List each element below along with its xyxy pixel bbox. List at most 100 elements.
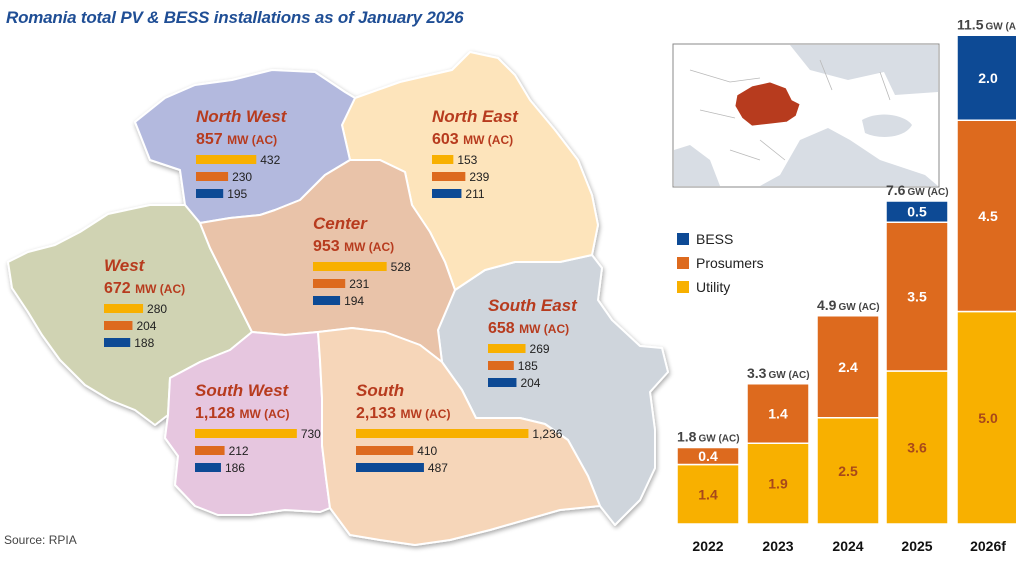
legend-swatch-bess bbox=[677, 233, 689, 245]
europe-locator-inset bbox=[672, 43, 940, 188]
bar-label-prosumers-2022: 0.4 bbox=[698, 448, 718, 464]
bar-segment-prosumers-2022 bbox=[676, 446, 740, 466]
region-total-west: 672 MW (AC) bbox=[104, 280, 185, 297]
region-total-south-west: 1,128 MW (AC) bbox=[195, 405, 289, 422]
region-total-south-east: 658 MW (AC) bbox=[488, 320, 569, 337]
bar-label-utility-2025: 3.6 bbox=[907, 440, 927, 456]
legend-swatch-utility bbox=[677, 281, 689, 293]
bar-label-prosumers-2025: 3.5 bbox=[907, 289, 927, 305]
region-label-south-east: South East 658 MW (AC) 269 185 204 bbox=[488, 296, 578, 390]
bar-label-bess-2026f: 2.0 bbox=[978, 70, 998, 86]
region-name-west: West bbox=[104, 256, 146, 275]
region-bar-south-1 bbox=[356, 446, 414, 455]
romania-locator-shape bbox=[734, 81, 801, 127]
region-bar-west-2 bbox=[104, 338, 131, 347]
source-note: Source: RPIA bbox=[4, 533, 77, 547]
region-name-south-west: South West bbox=[195, 381, 290, 400]
region-bar-south-west-2 bbox=[195, 463, 221, 472]
bar-label-utility-2023: 1.9 bbox=[768, 476, 788, 492]
bar-segment-bess-2026f bbox=[956, 34, 1016, 121]
region-bar-south-west-1 bbox=[195, 446, 225, 455]
bar-segment-bess-2025 bbox=[885, 200, 949, 223]
region-bar-value-south-east-0: 269 bbox=[530, 342, 550, 356]
bar-total-2026f: 11.5GW (AC) bbox=[957, 16, 1016, 32]
region-bar-value-south-west-1: 212 bbox=[229, 444, 249, 458]
bar-label-prosumers-2023: 1.4 bbox=[768, 406, 788, 422]
bar-segment-prosumers-2024 bbox=[816, 315, 880, 419]
bar-total-2024: 4.9 GW (AC) bbox=[817, 297, 880, 313]
region-bar-north-east-0 bbox=[432, 155, 454, 164]
region-total-north-east: 603 MW (AC) bbox=[432, 131, 513, 148]
region-name-north-west: North West bbox=[196, 107, 288, 126]
region-bar-center-0 bbox=[313, 262, 387, 271]
bar-label-prosumers-2024: 2.4 bbox=[838, 359, 858, 375]
region-label-south: South 2,133 MW (AC) 1,236 410 487 bbox=[356, 381, 563, 475]
region-bar-north-west-2 bbox=[196, 189, 224, 198]
region-bar-north-east-1 bbox=[432, 172, 466, 181]
region-bar-north-west-0 bbox=[196, 155, 257, 164]
bar-total-2022: 1.8 GW (AC) bbox=[677, 429, 740, 445]
region-bar-south-east-0 bbox=[488, 344, 526, 353]
region-bar-south-0 bbox=[356, 429, 529, 438]
region-bar-value-north-east-0: 153 bbox=[457, 153, 477, 167]
region-bar-value-north-west-2: 195 bbox=[227, 187, 247, 201]
x-tick-2023: 2023 bbox=[762, 538, 793, 554]
region-bar-value-west-0: 280 bbox=[147, 302, 167, 316]
region-bar-west-1 bbox=[104, 321, 133, 330]
region-bar-south-2 bbox=[356, 463, 424, 472]
region-total-south: 2,133 MW (AC) bbox=[356, 405, 450, 422]
chart-legend: BESS Prosumers Utility bbox=[677, 231, 764, 295]
bar-segment-prosumers-2023 bbox=[746, 383, 810, 444]
x-tick-2024: 2024 bbox=[832, 538, 863, 554]
legend-label-utility: Utility bbox=[696, 279, 730, 295]
region-bar-value-south-east-1: 185 bbox=[518, 359, 538, 373]
bar-total-2023: 3.3 GW (AC) bbox=[747, 365, 810, 381]
region-bar-center-1 bbox=[313, 279, 346, 288]
region-bar-value-south-west-0: 730 bbox=[301, 427, 321, 441]
bar-segment-utility-2023 bbox=[746, 442, 810, 525]
region-bar-value-west-1: 204 bbox=[136, 319, 156, 333]
region-bar-value-south-east-2: 204 bbox=[520, 376, 540, 390]
bar-label-prosumers-2026f: 4.5 bbox=[978, 208, 998, 224]
x-tick-2026f: 2026f bbox=[970, 538, 1006, 554]
bar-segment-prosumers-2025 bbox=[885, 221, 949, 372]
bar-segment-prosumers-2026f bbox=[956, 119, 1016, 313]
region-label-south-west: South West 1,128 MW (AC) 730 212 186 bbox=[195, 381, 321, 475]
region-bar-north-east-2 bbox=[432, 189, 462, 198]
region-bar-value-north-east-1: 239 bbox=[469, 170, 489, 184]
region-bar-value-north-east-2: 211 bbox=[465, 187, 484, 201]
region-bar-value-south-1: 410 bbox=[417, 444, 437, 458]
region-label-west: West 672 MW (AC) 280 204 188 bbox=[104, 256, 185, 350]
region-bar-west-0 bbox=[104, 304, 144, 313]
legend-label-bess: BESS bbox=[696, 231, 733, 247]
region-name-south: South bbox=[356, 381, 404, 400]
region-bar-south-east-2 bbox=[488, 378, 517, 387]
x-tick-2022: 2022 bbox=[692, 538, 723, 554]
region-name-south-east: South East bbox=[488, 296, 578, 315]
region-bar-value-center-0: 528 bbox=[391, 260, 411, 274]
bar-label-utility-2022: 1.4 bbox=[698, 486, 718, 502]
region-bar-south-west-0 bbox=[195, 429, 297, 438]
region-bar-center-2 bbox=[313, 296, 341, 305]
region-bar-value-south-west-2: 186 bbox=[225, 461, 245, 475]
region-bar-value-south-2: 487 bbox=[428, 461, 448, 475]
region-label-north-east: North East 603 MW (AC) 153 239 211 bbox=[432, 107, 519, 201]
region-name-center: Center bbox=[313, 214, 368, 233]
region-bar-value-north-west-0: 432 bbox=[260, 153, 280, 167]
bar-label-utility-2026f: 5.0 bbox=[978, 410, 998, 426]
region-bar-value-south-0: 1,236 bbox=[532, 427, 562, 441]
region-total-north-west: 857 MW (AC) bbox=[196, 131, 277, 148]
region-label-center: Center 953 MW (AC) 528 231 194 bbox=[313, 214, 411, 308]
region-bar-value-north-west-1: 230 bbox=[232, 170, 252, 184]
region-bar-value-west-2: 188 bbox=[134, 336, 154, 350]
chart-title: Romania total PV & BESS installations as… bbox=[6, 8, 464, 27]
region-bar-south-east-1 bbox=[488, 361, 514, 370]
region-label-north-west: North West 857 MW (AC) 432 230 195 bbox=[196, 107, 288, 201]
bar-segment-utility-2024 bbox=[816, 417, 880, 525]
region-bar-value-center-1: 231 bbox=[349, 277, 369, 291]
region-name-north-east: North East bbox=[432, 107, 519, 126]
legend-swatch-prosumers bbox=[677, 257, 689, 269]
region-bar-north-west-1 bbox=[196, 172, 229, 181]
bar-label-utility-2024: 2.5 bbox=[838, 463, 858, 479]
